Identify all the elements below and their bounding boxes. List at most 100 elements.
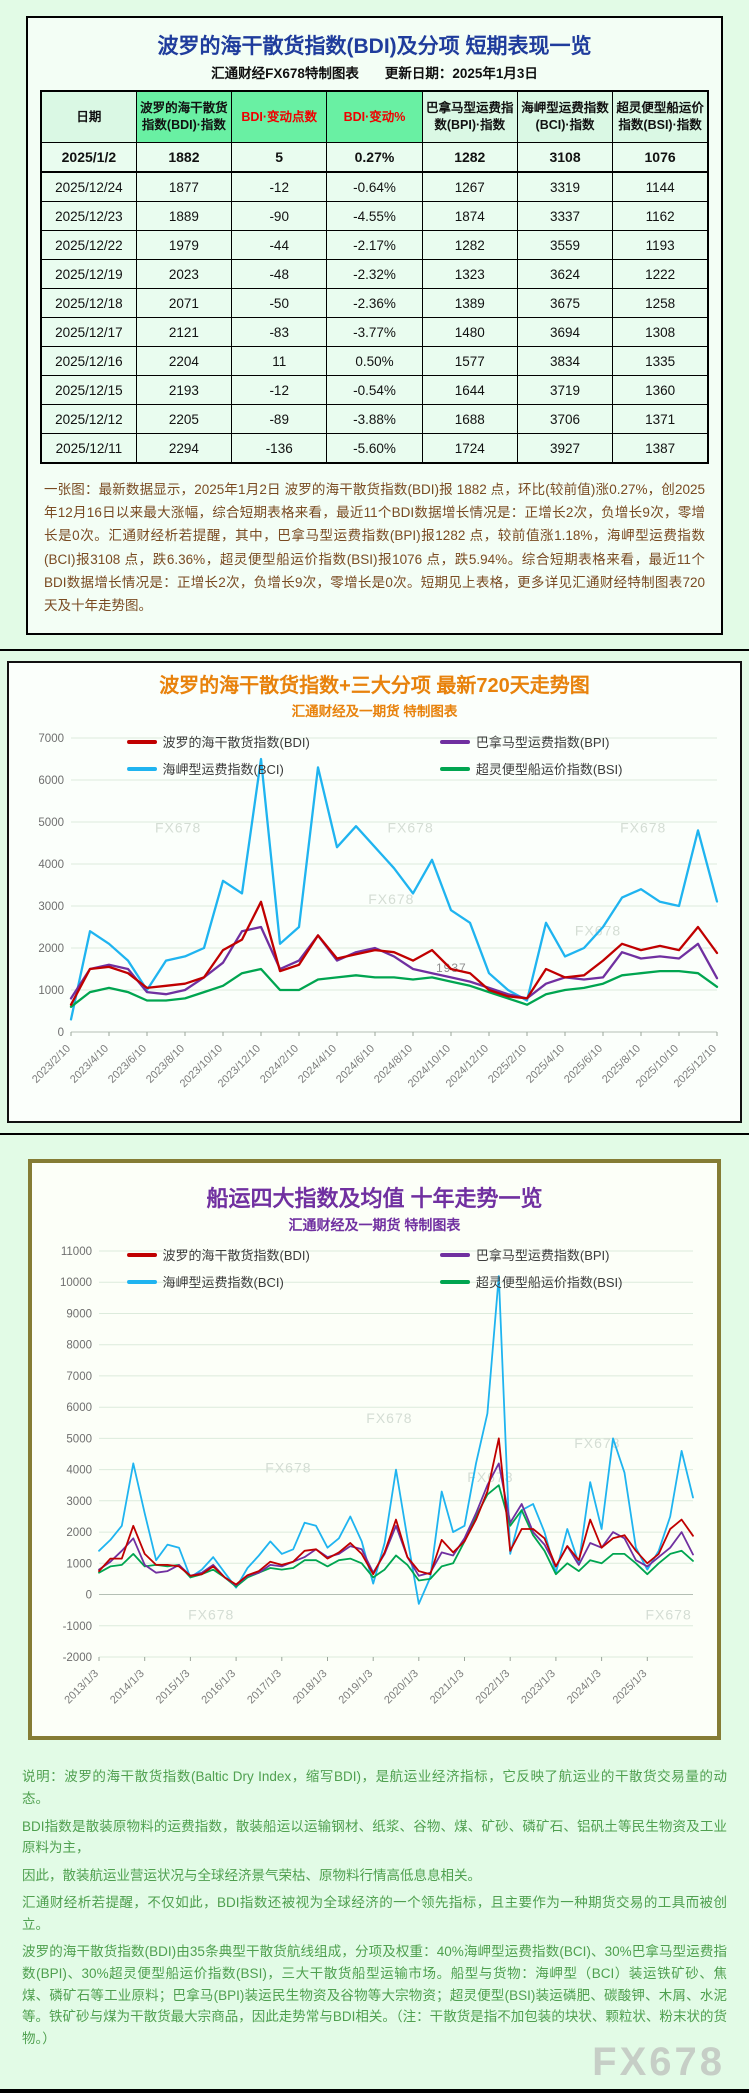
table-cell: 2294 <box>135 433 233 464</box>
table-cell: 2193 <box>135 375 233 405</box>
svg-text:9000: 9000 <box>66 1309 92 1321</box>
table-cell: -90 <box>231 201 328 231</box>
svg-text:2015/1/3: 2015/1/3 <box>153 1668 192 1707</box>
table-cell: 2025/12/16 <box>40 346 137 376</box>
table-cell: 1144 <box>612 171 709 202</box>
svg-text:FX678: FX678 <box>188 1607 234 1623</box>
source-label: 汇通财经FX678特制图表 <box>211 66 359 81</box>
svg-text:2024/2/10: 2024/2/10 <box>258 1043 301 1086</box>
column-header: 超灵便型船运价指数(BSI)·指数 <box>612 90 709 143</box>
bdi-table-panel: 波罗的海干散货指数(BDI)及分项 短期表现一览 汇通财经FX678特制图表 更新… <box>26 16 723 636</box>
table-cell: -2.17% <box>326 230 423 260</box>
svg-text:2019/1/3: 2019/1/3 <box>336 1668 375 1707</box>
svg-text:2016/1/3: 2016/1/3 <box>199 1668 238 1707</box>
svg-text:3000: 3000 <box>38 901 64 913</box>
table-cell: 1387 <box>612 433 709 464</box>
svg-text:8000: 8000 <box>66 1340 92 1352</box>
table-cell: 1222 <box>612 259 709 289</box>
table-row: 2025/1/2 1882 5 0.27% 1282 3108 1076 <box>40 142 709 173</box>
legend-item: 巴拿马型运费指数(BPI) <box>439 732 609 751</box>
svg-text:FX678: FX678 <box>645 1607 691 1623</box>
legend-swatch <box>126 1253 157 1257</box>
table-cell: -136 <box>231 433 328 464</box>
table-cell: 2025/12/11 <box>40 433 137 464</box>
svg-text:6000: 6000 <box>38 775 64 787</box>
table-cell: -12 <box>231 375 328 405</box>
table-cell: 1644 <box>421 375 518 405</box>
svg-text:6000: 6000 <box>66 1403 92 1415</box>
chart-720d-title: 波罗的海干散货指数+三大分项 最新720天走势图 <box>159 675 590 698</box>
table-cell: 3694 <box>516 317 614 347</box>
table-header-row: 日期 波罗的海干散货指数(BDI)·指数 BDI·变动点数 BDI·变动% 巴拿马型运费… <box>40 90 709 143</box>
column-header: 日期 <box>40 90 137 143</box>
table-cell: 3927 <box>516 433 614 464</box>
table-cell: 2025/1/2 <box>40 142 137 173</box>
table-cell: -2.32% <box>326 259 423 289</box>
svg-text:2023/1/3: 2023/1/3 <box>519 1668 558 1707</box>
page-title: 波罗的海干散货指数(BDI)及分项 短期表现一览 <box>157 35 592 58</box>
svg-text:2023/4/10: 2023/4/10 <box>68 1043 111 1086</box>
svg-text:2000: 2000 <box>38 943 64 955</box>
svg-text:-1000: -1000 <box>62 1621 91 1633</box>
footer-line: BDI指数是散装原物料的运费指数，散装船运以运输钢材、纸浆、谷物、煤、矿砂、磷矿… <box>22 1818 727 1856</box>
table-cell: 2071 <box>135 288 233 318</box>
table-cell: -0.54% <box>326 375 423 405</box>
svg-text:2025/2/10: 2025/2/10 <box>486 1043 529 1086</box>
page: 波罗的海干散货指数(BDI)及分项 短期表现一览 汇通财经FX678特制图表 更新… <box>0 16 749 2090</box>
section-divider <box>0 1133 749 1136</box>
table-cell: 1877 <box>135 171 233 202</box>
table-cell: 3108 <box>516 142 614 173</box>
svg-text:0: 0 <box>85 1590 91 1602</box>
chart-720d-wrap: 波罗的海干散货指数(BDI) 巴拿马型运费指数(BPI) 海岬型运费指数(BCI) 超… <box>9 724 740 1121</box>
table-row: 2025/12/17 2121 -83 -3.77% 1480 3694 1308 <box>40 317 709 347</box>
footer-line: 波罗的海干散货指数(BDI)由35条典型干散货航线组成，分项及权重：40%海岬型… <box>22 1944 728 2046</box>
svg-text:2018/1/3: 2018/1/3 <box>290 1668 329 1707</box>
table-cell: 3319 <box>516 171 614 202</box>
table-cell: 1979 <box>135 230 233 260</box>
column-header: 海岬型运费指数(BCI)·指数 <box>516 90 614 143</box>
column-header: 波罗的海干散货指数(BDI)·指数 <box>135 90 233 143</box>
chart-10y-title: 船运四大指数及均值 十年走势一览 <box>206 1186 543 1212</box>
table-cell: 3624 <box>516 259 614 289</box>
legend-swatch <box>126 1280 157 1284</box>
table-row: 2025/12/12 2205 -89 -3.88% 1688 3706 1371 <box>40 404 709 434</box>
table-cell: 1323 <box>421 259 518 289</box>
svg-text:11000: 11000 <box>60 1246 91 1258</box>
legend-item: 波罗的海干散货指数(BDI) <box>126 732 310 751</box>
legend-item: 海岬型运费指数(BCI) <box>126 759 284 778</box>
svg-text:5000: 5000 <box>38 817 64 829</box>
table-row: 2025/12/22 1979 -44 -2.17% 1282 3559 1193 <box>40 230 709 260</box>
svg-text:2023/2/10: 2023/2/10 <box>30 1043 73 1086</box>
svg-text:7000: 7000 <box>66 1371 92 1383</box>
chart-720d-panel: 波罗的海干散货指数+三大分项 最新720天走势图 汇通财经及一期货 特制图表 波… <box>7 661 742 1124</box>
legend-item: 超灵便型船运价指数(BSI) <box>439 1272 622 1291</box>
table-subtitle: 汇通财经FX678特制图表 更新日期：2025年1月3日 <box>40 62 709 82</box>
chart-720d: 0 1000 2000 3000 4000 5000 6000 7000 FX678 FX678 F… <box>19 724 731 1121</box>
table-cell: 1724 <box>421 433 518 464</box>
legend-swatch <box>126 740 157 744</box>
legend-swatch <box>439 740 470 744</box>
table-cell: 0.27% <box>326 142 423 173</box>
column-header: BDI·变动点数 <box>231 90 328 143</box>
table-cell: 2121 <box>135 317 233 347</box>
svg-text:4000: 4000 <box>66 1465 92 1477</box>
chart-720d-subtitle: 汇通财经及一期货 特制图表 <box>291 704 458 720</box>
table-cell: 1688 <box>421 404 518 434</box>
table-cell: 1193 <box>612 230 709 260</box>
svg-text:FX678: FX678 <box>265 1460 311 1476</box>
table-cell: 1389 <box>421 288 518 318</box>
table-cell: 11 <box>231 346 328 376</box>
table-cell: -44 <box>231 230 328 260</box>
table-cell: 1162 <box>612 201 709 231</box>
chart-10y-legend: 波罗的海干散货指数(BDI) 巴拿马型运费指数(BPI) 海岬型运费指数(BCI) 超… <box>126 1245 622 1291</box>
column-header: BDI·变动% <box>326 90 423 143</box>
svg-text:FX678: FX678 <box>368 891 414 907</box>
footer-notes: 说明：波罗的海干散货指数(Baltic Dry Index，缩写BDI)，是航运… <box>0 1752 749 2090</box>
svg-text:0: 0 <box>57 1027 63 1039</box>
table-cell: 1267 <box>421 171 518 202</box>
table-row: 2025/12/18 2071 -50 -2.36% 1389 3675 1258 <box>40 288 709 318</box>
table-cell: -5.60% <box>326 433 423 464</box>
table-cell: 2025/12/23 <box>40 201 137 231</box>
table-cell: 2204 <box>135 346 233 376</box>
table-row: 2025/12/15 2193 -12 -0.54% 1644 3719 1360 <box>40 375 709 405</box>
